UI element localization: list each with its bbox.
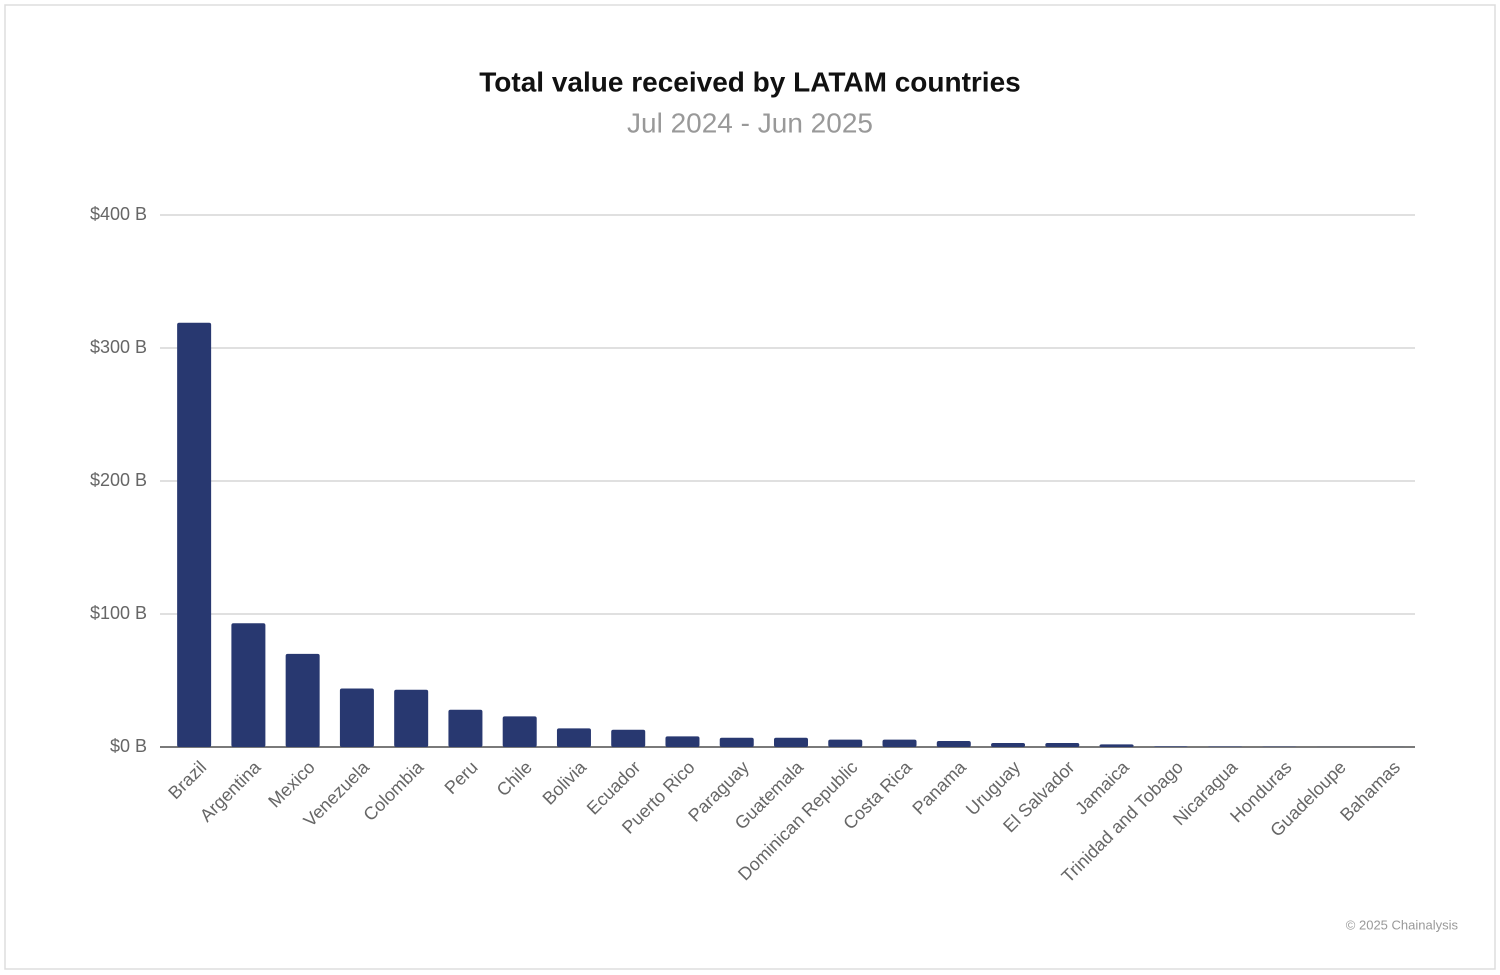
bar [1208,746,1243,747]
y-tick-label: $200 B [90,470,147,490]
bar [339,688,374,747]
bar [611,729,646,747]
bar [719,737,754,747]
frame [4,4,1496,970]
bar [502,716,537,747]
chart-subtitle: Jul 2024 - Jun 2025 [627,107,873,138]
y-tick-label: $0 B [110,736,147,756]
bar [828,739,863,747]
y-tick-label: $100 B [90,603,147,623]
bar [448,709,483,747]
bar [394,689,429,747]
bar [774,737,808,747]
bar [556,728,591,747]
bar [882,739,917,747]
bar [1099,744,1134,747]
chart-title: Total value received by LATAM countries [479,66,1020,97]
footer: © 2025 Chainalysis [1346,917,1459,932]
bar [1045,743,1080,747]
y-tick-label: $400 B [90,204,147,224]
bar [285,653,320,747]
bar [665,736,700,747]
bar [1153,746,1188,747]
bar [177,322,212,747]
bar [936,741,971,747]
y-tick-label: $300 B [90,337,147,357]
bar [991,743,1026,747]
bar [231,623,266,747]
